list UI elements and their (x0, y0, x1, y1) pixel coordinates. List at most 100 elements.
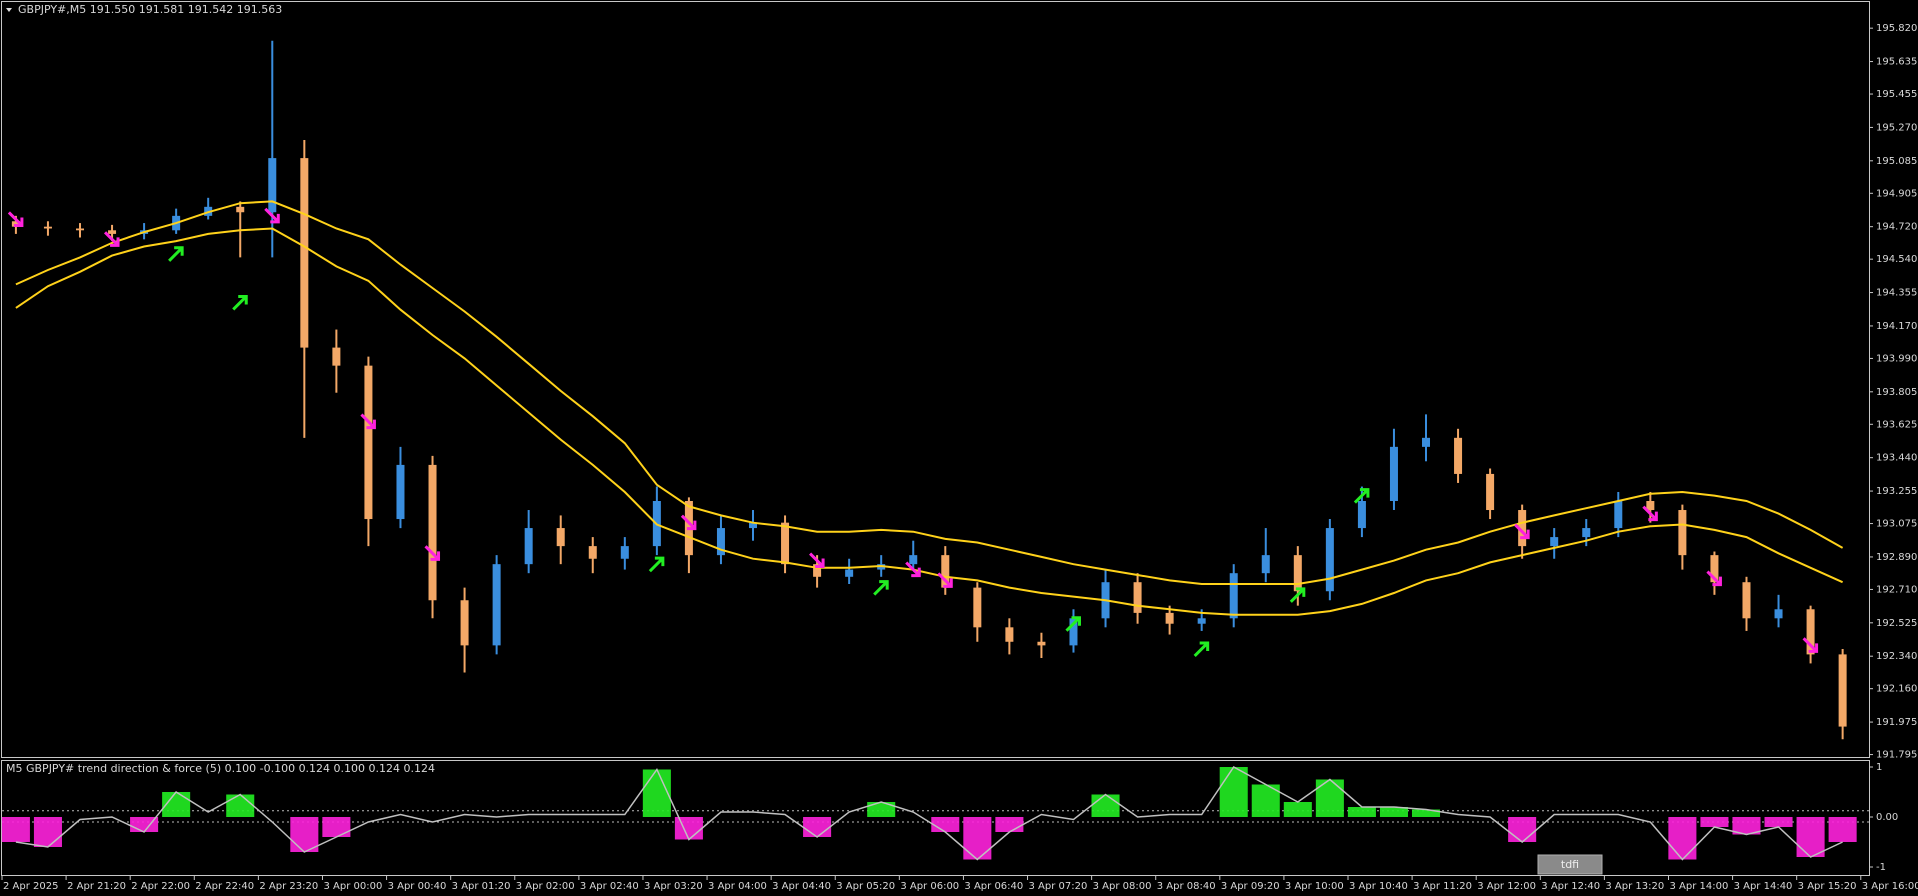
histogram-bar (642, 769, 671, 817)
candle-body (1357, 500, 1366, 529)
histogram-bar (290, 817, 319, 852)
candle-body (300, 158, 309, 348)
buy-arrow (873, 580, 889, 596)
y-tick-label: 194.355 (1876, 288, 1917, 299)
x-tick-label: 3 Apr 01:20 (452, 881, 511, 892)
candle-body (1325, 528, 1334, 592)
menu-triangle[interactable] (6, 8, 12, 12)
candle-body (1069, 618, 1078, 646)
y-tick-label: 193.990 (1876, 353, 1917, 364)
main-pane-frame (1, 1, 1870, 758)
x-tick-label: 3 Apr 09:20 (1221, 881, 1280, 892)
candle-body (1389, 446, 1398, 501)
histogram-bar (995, 817, 1024, 832)
x-tick-label: 3 Apr 02:40 (580, 881, 639, 892)
histogram-bar (963, 817, 992, 860)
chart-title: GBPJPY#,M5 191.550 191.581 191.542 191.5… (18, 3, 282, 16)
indicator-button-label[interactable]: tdfi (1561, 858, 1579, 871)
candle-body (716, 528, 725, 556)
y-tick-label: 193.440 (1876, 453, 1917, 464)
y-tick-label: 194.905 (1876, 188, 1917, 199)
candle-body (1486, 473, 1495, 511)
y-tick-label: 192.525 (1876, 618, 1917, 629)
x-tick-label: 3 Apr 02:00 (516, 881, 575, 892)
band-line (15, 227, 1844, 616)
candle-body (1550, 537, 1559, 547)
indicator-button[interactable] (1537, 854, 1603, 875)
sell-arrow (680, 514, 697, 531)
indicator-title: M5 GBPJPY# trend direction & force (5) 0… (6, 762, 435, 775)
y-tick-label: 195.635 (1876, 57, 1917, 68)
candle-body (973, 587, 982, 628)
histogram-bar (867, 802, 896, 817)
buy-arrow (1353, 488, 1370, 504)
candle-body (1422, 437, 1431, 447)
histogram-bar (1732, 817, 1761, 835)
sell-arrow (905, 561, 921, 578)
x-tick-label: 3 Apr 16:00 (1862, 881, 1918, 892)
x-tick-label: 3 Apr 13:20 (1605, 881, 1664, 892)
buy-arrow (232, 294, 248, 311)
sell-arrow (1642, 505, 1658, 522)
histogram-bar (1764, 817, 1793, 827)
candle-body (1518, 510, 1527, 547)
sell-arrow (360, 413, 376, 430)
y-tick-label: 194.170 (1876, 321, 1917, 332)
histogram-bar (1508, 817, 1537, 842)
indicator-pane-frame (1, 760, 1870, 876)
x-tick-label: 3 Apr 14:00 (1669, 881, 1728, 892)
y-tick-label: 193.625 (1876, 419, 1917, 430)
histogram-bar (226, 794, 255, 817)
histogram-bar (1, 817, 30, 842)
candle-body (1742, 582, 1751, 619)
histogram-bar (1091, 794, 1120, 817)
candle-body (845, 569, 854, 577)
buy-arrow (1193, 641, 1210, 658)
candle-body (364, 365, 373, 520)
candle-body (1838, 654, 1847, 727)
indicator-y-tick-label: 1 (1876, 762, 1882, 773)
candle-body (524, 528, 533, 565)
candle-body (1261, 555, 1270, 574)
indicator-y-tick-label: 0.00 (1876, 812, 1898, 823)
buy-arrow (168, 246, 184, 262)
candle-body (75, 228, 84, 231)
candle-body (332, 347, 341, 366)
y-tick-label: 192.710 (1876, 584, 1917, 595)
buy-arrow (1289, 587, 1306, 603)
x-tick-label: 3 Apr 06:00 (900, 881, 959, 892)
candle-body (1005, 627, 1014, 642)
y-tick-label: 191.975 (1876, 717, 1917, 728)
candle-body (1293, 555, 1302, 592)
x-tick-label: 2 Apr 22:40 (195, 881, 254, 892)
y-tick-label: 195.820 (1876, 23, 1917, 34)
x-tick-label: 2 Apr 21:20 (67, 881, 126, 892)
histogram-bar (1283, 802, 1312, 817)
candle-body (909, 555, 918, 565)
candle-body (1806, 609, 1815, 655)
candle-body (749, 522, 758, 529)
candle-body (1037, 641, 1046, 646)
candle-body (556, 528, 565, 547)
candle-body (108, 230, 117, 234)
histogram-bar (1219, 767, 1248, 817)
buy-arrow (648, 556, 665, 573)
sell-arrow (1706, 570, 1722, 587)
candle-body (1710, 555, 1719, 583)
x-tick-label: 2 Apr 23:20 (259, 881, 318, 892)
histogram-bar (1347, 807, 1376, 817)
sell-arrow (103, 231, 120, 247)
histogram-bar (1315, 779, 1344, 817)
histogram-bar (1700, 817, 1729, 827)
histogram-bar (33, 817, 62, 847)
y-tick-label: 193.075 (1876, 519, 1917, 530)
histogram-bar (1796, 817, 1825, 857)
candle-body (396, 464, 405, 520)
sell-arrow (264, 207, 280, 224)
histogram-bar (803, 817, 832, 837)
x-tick-label: 3 Apr 08:40 (1157, 881, 1216, 892)
x-tick-label: 3 Apr 00:00 (323, 881, 382, 892)
candle-body (588, 546, 597, 559)
